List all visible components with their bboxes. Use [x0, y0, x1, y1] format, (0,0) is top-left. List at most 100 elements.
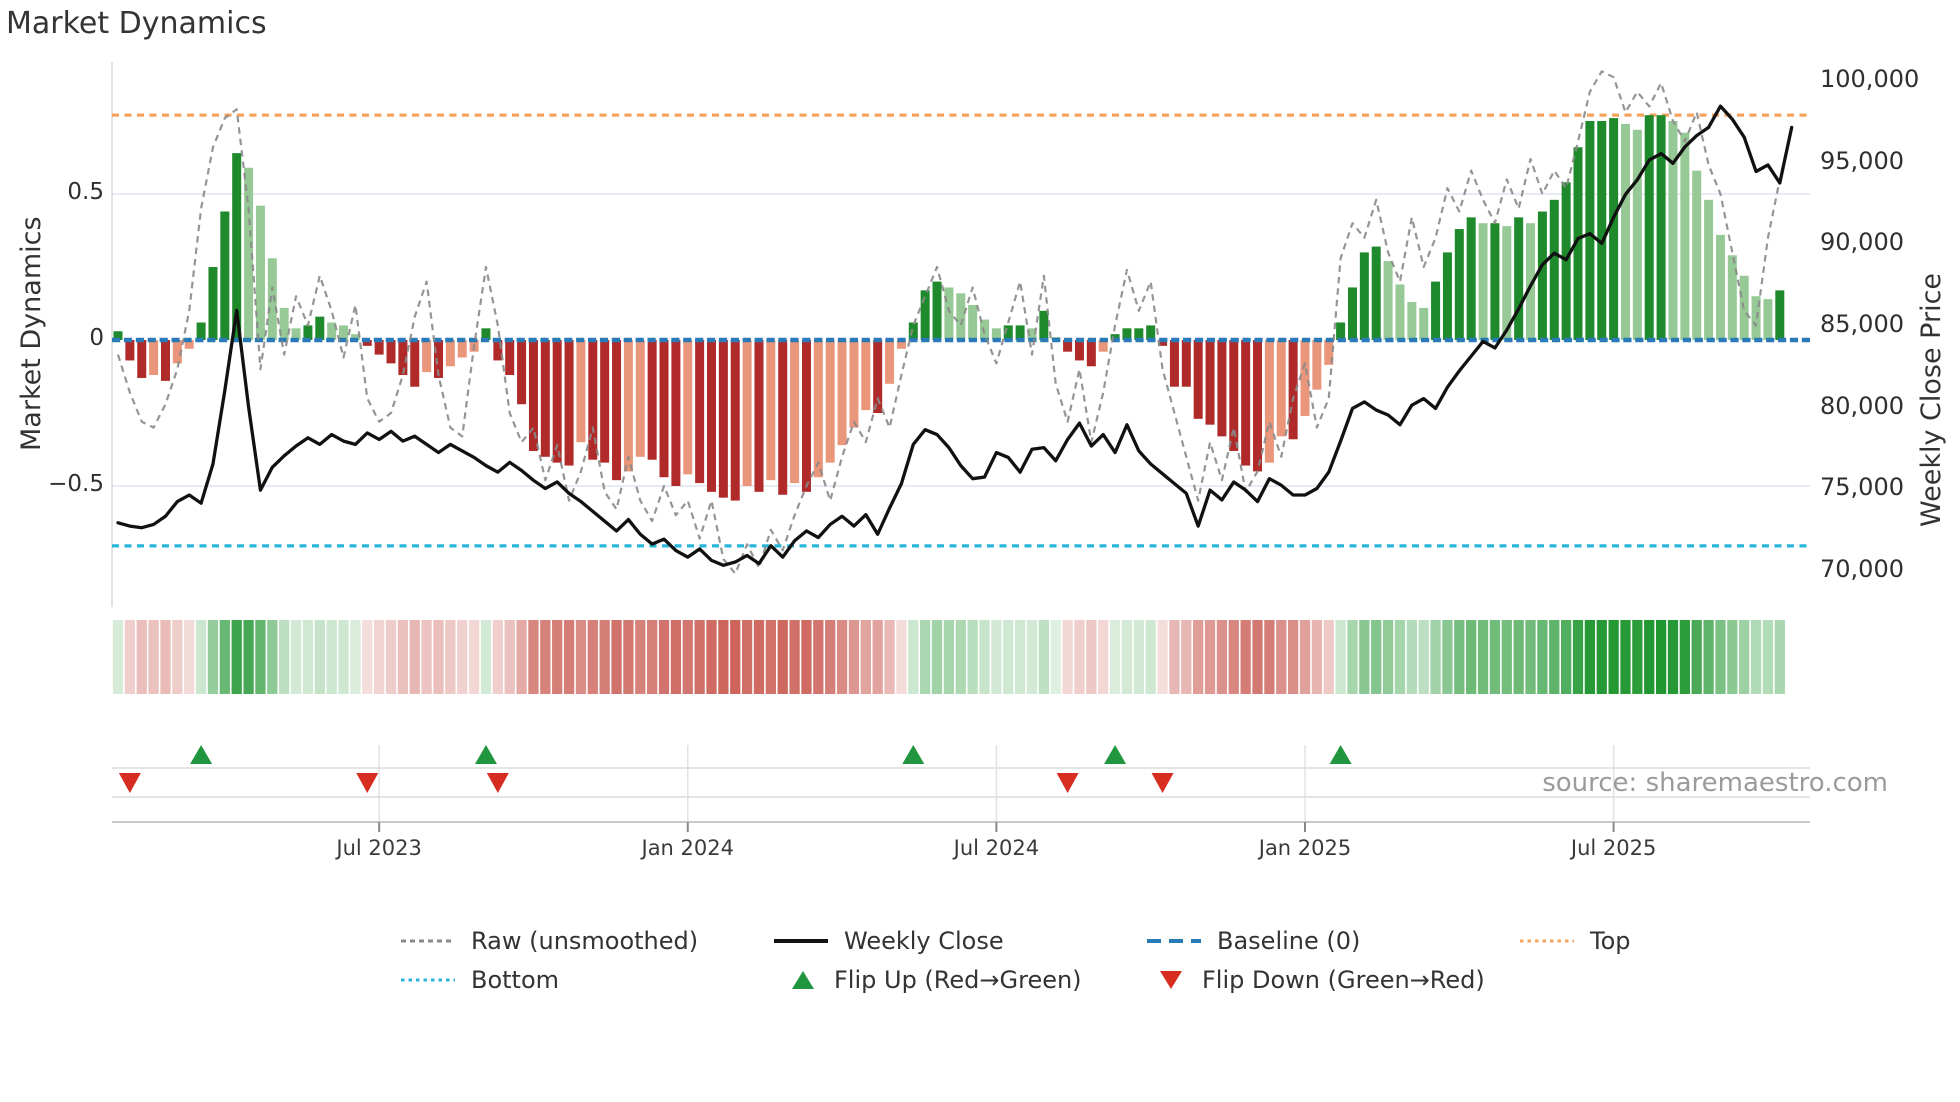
heatmap-cell [1193, 620, 1204, 694]
level-lines [112, 113, 1810, 548]
bar [801, 340, 811, 492]
bar [1395, 284, 1405, 340]
flip-down-legend-icon [1160, 971, 1182, 989]
right-tick-label: 80,000 [1820, 391, 1904, 420]
bar [327, 322, 337, 340]
legend-item: Raw (unsmoothed) [399, 926, 698, 956]
left-tick-label: −0.5 [48, 471, 104, 497]
heatmap-cell [647, 620, 658, 694]
bar [1039, 310, 1049, 340]
heatmap-cell [931, 620, 943, 694]
bar [600, 340, 610, 463]
bar [374, 340, 384, 355]
bar [1217, 340, 1227, 437]
heatmap-cell [385, 620, 397, 694]
heatmap-cell [1525, 620, 1536, 694]
heatmap-cell [718, 620, 729, 694]
bar [1454, 229, 1464, 340]
heatmap-cell [1204, 620, 1216, 694]
heatmap-cell [290, 620, 302, 694]
bar [790, 340, 800, 484]
flip-down-marker [486, 773, 509, 793]
bar [1063, 340, 1073, 352]
heatmap-cell [207, 620, 219, 694]
bar [576, 340, 586, 443]
bar [339, 325, 349, 340]
heatmap-cell [1264, 620, 1275, 694]
bar [1692, 170, 1702, 340]
heatmap-cell [1169, 620, 1180, 694]
legend-line-sample [1520, 939, 1574, 943]
flip-up-legend-icon [792, 971, 814, 989]
heatmap-cell [955, 620, 966, 694]
bar [849, 340, 859, 428]
heatmap-cell [979, 620, 990, 694]
bar [1205, 340, 1215, 425]
heatmap-cell [1145, 620, 1156, 694]
raw-line [116, 70, 1781, 575]
heatmap-cell [1240, 620, 1251, 694]
heatmap-cell [706, 620, 717, 694]
flip-down-marker [356, 773, 379, 793]
bar [1347, 287, 1357, 340]
heatmap-cell [670, 620, 682, 694]
heatmap-cell [504, 620, 515, 694]
bar [1407, 302, 1417, 340]
heatmap-cell [1074, 620, 1085, 694]
bar [588, 340, 598, 460]
x-tick-label: Jul 2025 [1570, 836, 1657, 860]
bar [1003, 325, 1013, 340]
heatmap-cell [765, 620, 776, 694]
bar [362, 340, 372, 346]
bar [944, 287, 954, 340]
heatmap-cell [1121, 620, 1133, 694]
bar [1775, 290, 1785, 340]
heatmap-cell [528, 620, 539, 694]
heatmap-cell [516, 620, 527, 694]
heatmap-cell [1655, 620, 1667, 694]
bar [623, 340, 633, 472]
bar [445, 340, 455, 367]
heatmap-cell [1442, 620, 1453, 694]
bar [1715, 234, 1725, 340]
heatmap-cell [1430, 620, 1441, 694]
bar [1514, 217, 1524, 340]
heatmap-cell [1276, 620, 1287, 694]
bar [1288, 340, 1298, 440]
left-tick-label: 0.5 [67, 179, 104, 205]
bar [1276, 340, 1286, 437]
heatmap-cell [1133, 620, 1144, 694]
heatmap-cell [160, 620, 171, 694]
flip-up-marker [474, 745, 497, 764]
flip-down-marker [1151, 773, 1174, 793]
bar [1383, 261, 1393, 340]
bar [896, 340, 906, 349]
heatmap-cell [575, 620, 587, 694]
bar [1763, 299, 1773, 340]
heatmap-cell [1454, 620, 1465, 694]
bar [1169, 340, 1179, 387]
bar [695, 340, 705, 484]
flip-up-marker [1104, 745, 1127, 764]
heatmap-cell [599, 620, 610, 694]
legend-line-sample [774, 939, 828, 943]
bar [1193, 340, 1203, 419]
bar [730, 340, 740, 501]
flip-up-marker [1329, 745, 1352, 764]
bar [255, 205, 265, 340]
legend-item: Bottom [399, 965, 559, 995]
heatmap-cell [1584, 620, 1596, 694]
bar [1668, 121, 1678, 340]
bar [778, 340, 788, 495]
bar [1158, 340, 1168, 346]
bar [1585, 121, 1595, 340]
x-tick-label: Jan 2024 [641, 836, 735, 860]
legend-line-sample [401, 939, 455, 943]
heatmap-cell [1181, 620, 1192, 694]
heatmap-cell [682, 620, 693, 694]
heatmap-cell [480, 620, 492, 694]
bar [956, 293, 966, 340]
legend-label: Weekly Close [844, 927, 1004, 955]
heatmap-cell [172, 620, 183, 694]
heatmap-cell [1098, 620, 1109, 694]
